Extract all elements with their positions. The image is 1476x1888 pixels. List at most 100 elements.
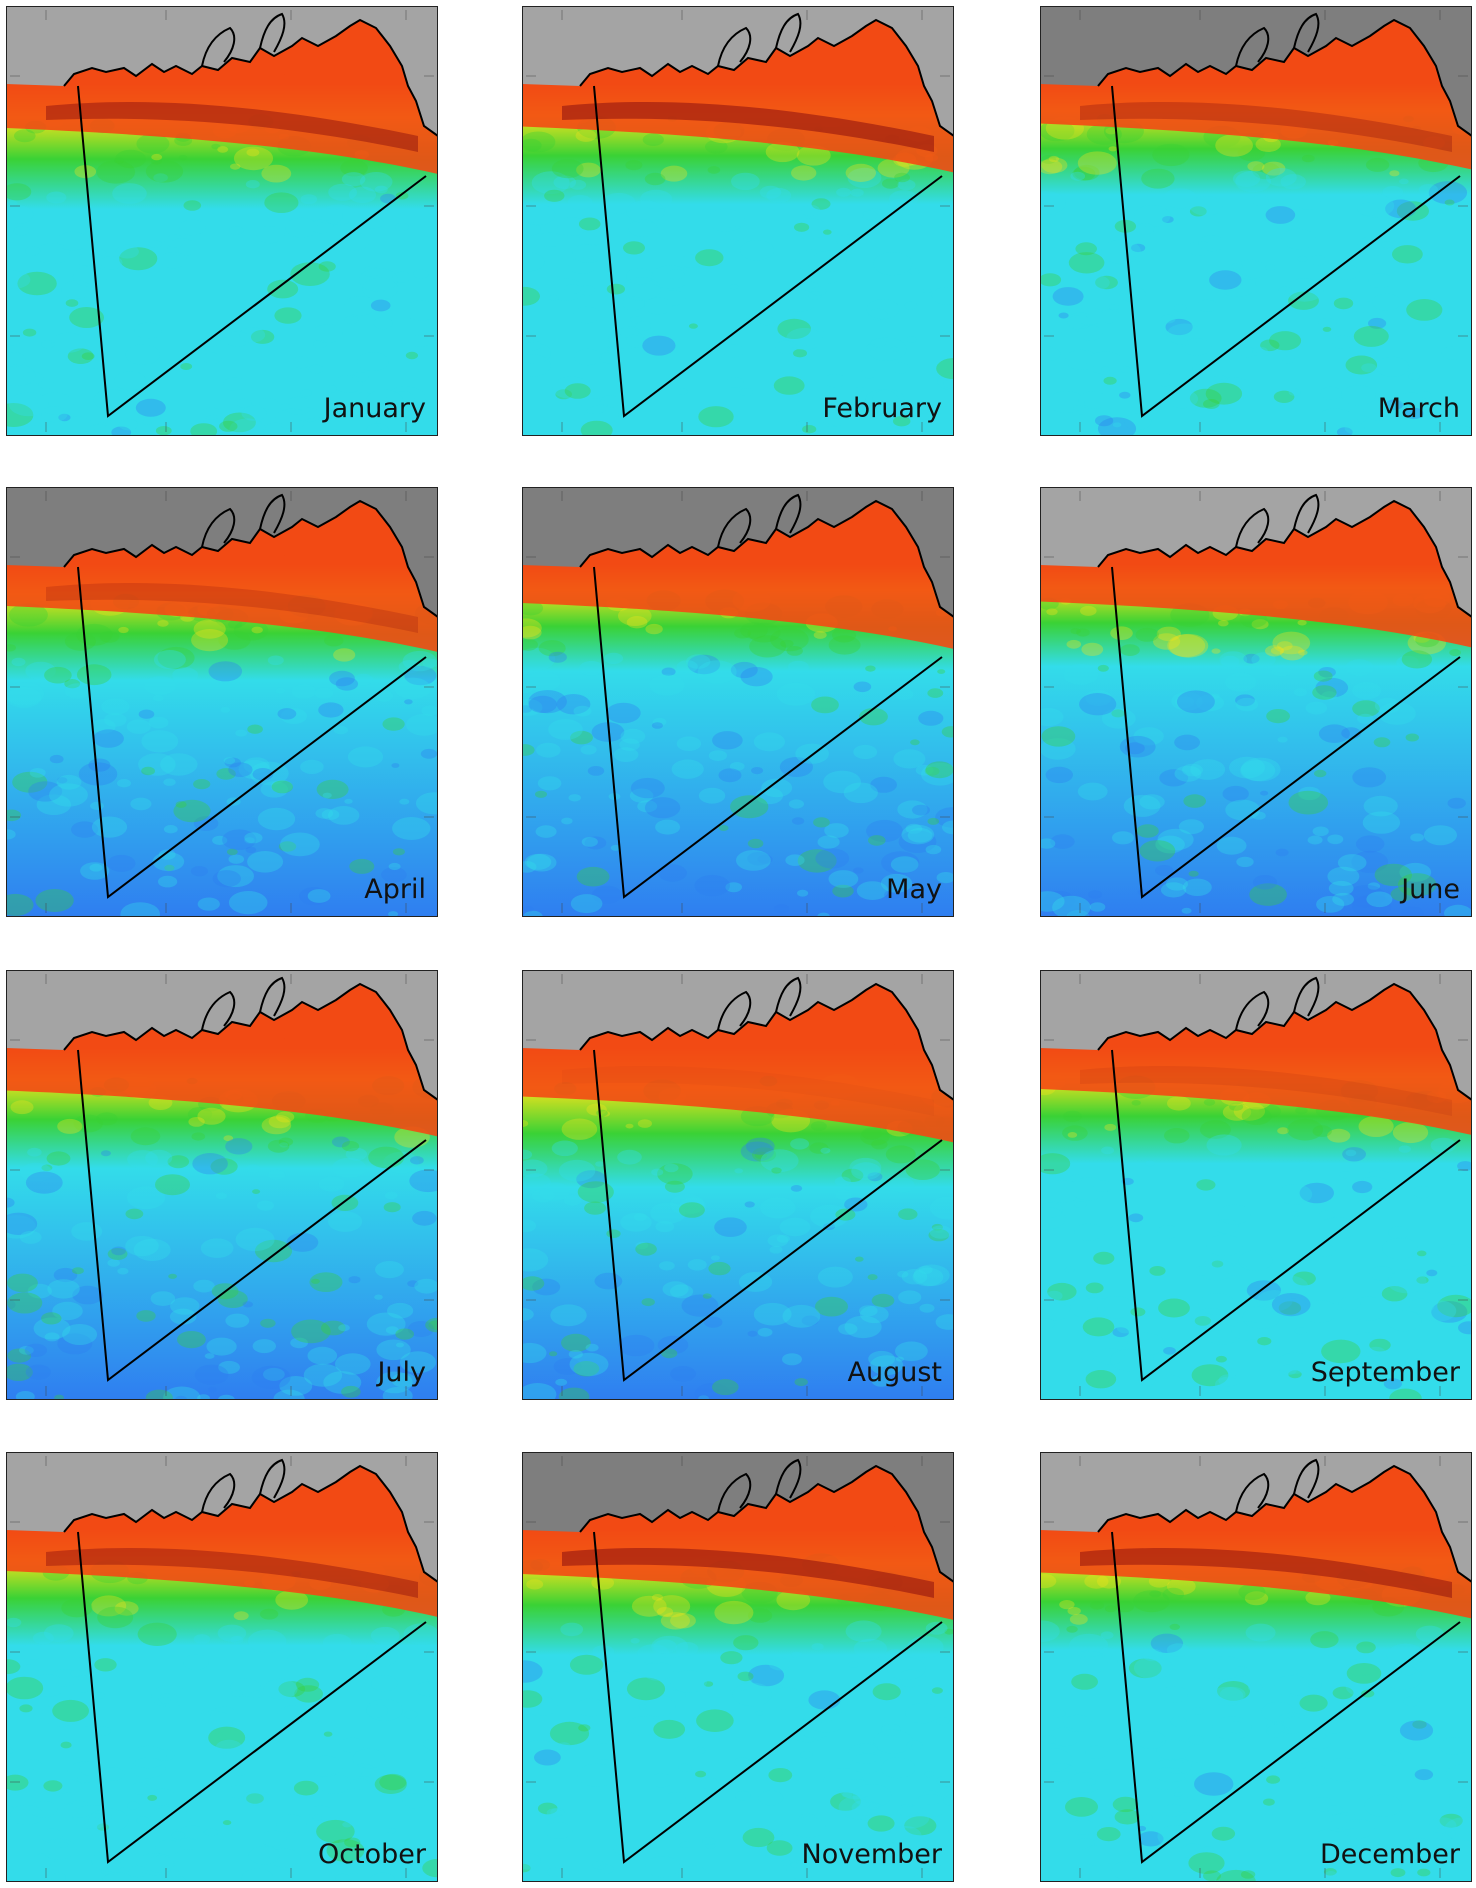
month-label: April — [364, 874, 426, 905]
month-label: November — [801, 1839, 942, 1870]
map-image — [1040, 6, 1472, 436]
coastal-high-band — [522, 552, 954, 649]
panel-frame — [1040, 6, 1472, 436]
map-image — [1040, 1452, 1472, 1882]
coastal-high-band — [1040, 71, 1472, 170]
gulf-inlet-outline — [1235, 976, 1320, 1031]
panel-frame — [6, 6, 438, 436]
panel-frame — [522, 6, 954, 436]
graticule-ticks — [526, 491, 950, 913]
panel-frame — [6, 970, 438, 1400]
map-panel-november: November — [522, 1452, 954, 1882]
graticule-ticks — [1044, 1456, 1468, 1878]
gulf-inlet-outline — [1235, 12, 1320, 67]
map-image — [1040, 487, 1472, 917]
month-label: August — [847, 1357, 943, 1388]
coastal-high-band — [1040, 1035, 1472, 1135]
graticule-ticks — [526, 974, 950, 1396]
map-panel-may: May — [522, 487, 954, 917]
map-panel-december: December — [1040, 1452, 1472, 1882]
study-region-boundary — [77, 85, 427, 418]
study-region-boundary — [77, 566, 427, 899]
map-panel-april: April — [6, 487, 438, 917]
map-image — [6, 6, 438, 436]
map-panel-january: January — [6, 6, 438, 436]
month-label: May — [886, 874, 942, 905]
map-panel-june: June — [1040, 487, 1472, 917]
coastal-high-band — [522, 71, 954, 173]
graticule-ticks — [10, 1456, 434, 1878]
panel-frame — [1040, 487, 1472, 917]
gulf-inlet-outline — [1235, 493, 1320, 548]
gulf-inlet-outline — [201, 12, 286, 67]
map-panel-february: February — [522, 6, 954, 436]
graticule-ticks — [1044, 10, 1468, 432]
map-panel-july: July — [6, 970, 438, 1400]
map-image — [6, 487, 438, 917]
gulf-inlet-outline — [1235, 1458, 1320, 1513]
study-region-boundary — [593, 1531, 943, 1864]
graticule-ticks — [10, 10, 434, 432]
graticule-ticks — [1044, 974, 1468, 1396]
gulf-inlet-outline — [201, 1458, 286, 1513]
study-region-boundary — [1111, 566, 1461, 899]
coastal-high-band — [522, 1035, 954, 1143]
map-panel-august: August — [522, 970, 954, 1400]
texture-patches — [1040, 114, 1472, 436]
panel-frame — [6, 487, 438, 917]
month-label: June — [1401, 874, 1460, 905]
panel-frame — [522, 970, 954, 1400]
graticule-ticks — [1044, 491, 1468, 913]
map-panel-october: October — [6, 1452, 438, 1882]
month-label: January — [323, 393, 426, 424]
study-region-boundary — [593, 85, 943, 418]
gulf-inlet-outline — [201, 493, 286, 548]
gulf-inlet-outline — [201, 976, 286, 1031]
month-label: September — [1310, 1357, 1460, 1388]
map-image — [522, 6, 954, 436]
study-region-boundary — [77, 1049, 427, 1382]
map-panel-september: September — [1040, 970, 1472, 1400]
map-image — [6, 970, 438, 1400]
graticule-ticks — [10, 491, 434, 913]
study-region-boundary — [593, 566, 943, 899]
map-image — [1040, 970, 1472, 1400]
graticule-ticks — [526, 10, 950, 432]
texture-patches — [6, 1559, 438, 1882]
gulf-inlet-outline — [717, 493, 802, 548]
coastal-high-band — [6, 1035, 438, 1137]
panel-frame — [522, 1452, 954, 1882]
coastal-high-band — [6, 71, 438, 174]
gulf-inlet-outline — [717, 976, 802, 1031]
month-label: October — [317, 1839, 426, 1870]
gulf-inlet-outline — [717, 12, 802, 67]
month-label: February — [822, 393, 942, 424]
map-panel-march: March — [1040, 6, 1472, 436]
panel-frame — [1040, 1452, 1472, 1882]
map-image — [522, 1452, 954, 1882]
study-region-boundary — [1111, 85, 1461, 418]
map-image — [6, 1452, 438, 1882]
coastal-high-band — [1040, 552, 1472, 648]
map-image — [522, 487, 954, 917]
study-region-boundary — [1111, 1531, 1461, 1864]
texture-patches — [1040, 590, 1472, 917]
gulf-inlet-outline — [717, 1458, 802, 1513]
coastal-high-band — [522, 1517, 954, 1620]
panel-frame — [6, 1452, 438, 1882]
study-region-boundary — [1111, 1049, 1461, 1382]
coastal-high-band — [6, 552, 438, 652]
panel-frame — [522, 487, 954, 917]
study-region-boundary — [593, 1049, 943, 1382]
month-label: July — [377, 1357, 426, 1388]
month-label: December — [1319, 1839, 1460, 1870]
study-region-boundary — [77, 1531, 427, 1864]
texture-patches — [522, 588, 954, 917]
graticule-ticks — [526, 1456, 950, 1878]
coastal-high-band — [6, 1517, 438, 1617]
graticule-ticks — [10, 974, 434, 1396]
panel-frame — [1040, 970, 1472, 1400]
coastal-high-band — [1040, 1517, 1472, 1619]
map-image — [522, 970, 954, 1400]
month-label: March — [1377, 393, 1460, 424]
